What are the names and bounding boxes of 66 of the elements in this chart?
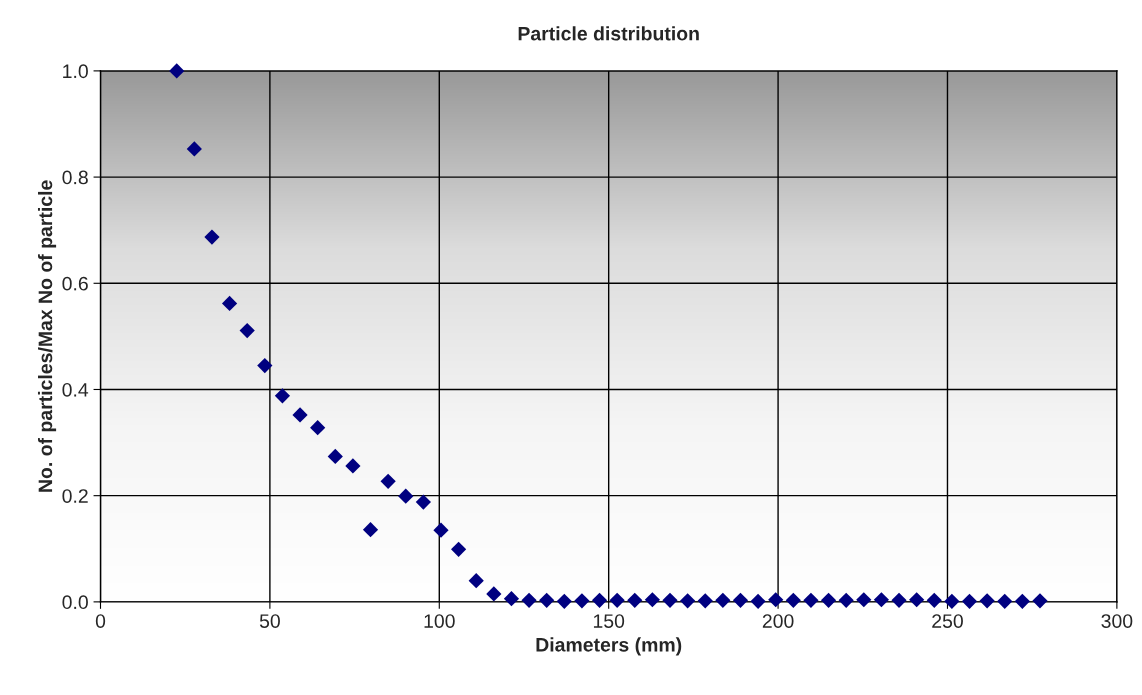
point xyxy=(680,593,696,609)
point xyxy=(909,592,925,608)
y-tick-label: 0.0 xyxy=(62,595,88,610)
point xyxy=(715,592,731,608)
point xyxy=(997,593,1013,609)
point xyxy=(926,592,942,608)
point xyxy=(380,473,396,489)
point xyxy=(1014,593,1030,609)
point xyxy=(327,448,343,464)
y-tick-label: 1.0 xyxy=(63,64,88,79)
point xyxy=(450,541,467,557)
x-tick-label: 200 xyxy=(762,614,794,628)
point xyxy=(732,592,749,608)
y-tick-label: 0.2 xyxy=(62,489,88,503)
point xyxy=(521,592,537,608)
point xyxy=(345,458,361,474)
point xyxy=(662,592,678,608)
point xyxy=(433,522,449,538)
point xyxy=(697,593,713,609)
y-tick-label: 0.6 xyxy=(62,276,88,291)
point xyxy=(362,522,379,538)
point xyxy=(1032,593,1048,609)
point xyxy=(310,420,326,436)
point xyxy=(591,592,608,608)
point xyxy=(961,593,978,609)
point xyxy=(768,592,784,608)
point xyxy=(204,229,220,245)
point xyxy=(556,593,572,609)
point xyxy=(750,593,766,609)
point xyxy=(186,141,202,157)
point xyxy=(486,586,502,602)
x-tick-label: 100 xyxy=(424,614,455,628)
point xyxy=(838,592,854,608)
point xyxy=(820,592,837,608)
chart-title: Particle distribution xyxy=(518,26,699,41)
point xyxy=(239,322,255,339)
point xyxy=(274,388,291,404)
point xyxy=(398,488,414,504)
x-tick-label: 0 xyxy=(95,614,106,628)
point xyxy=(627,592,643,608)
x-tick-label: 150 xyxy=(593,614,625,628)
point xyxy=(785,592,801,608)
x-tick-label: 250 xyxy=(932,614,963,628)
x-axis-title: Diameters (mm) xyxy=(536,637,682,656)
point xyxy=(891,592,907,608)
x-tick-label: 300 xyxy=(1101,614,1133,628)
point xyxy=(415,494,431,510)
point xyxy=(803,592,819,608)
point xyxy=(873,592,890,608)
point xyxy=(609,592,625,608)
point xyxy=(292,407,308,423)
point xyxy=(257,357,273,374)
point xyxy=(944,593,960,609)
y-axis-title: No. of particles/Max No of particle xyxy=(37,180,57,492)
point xyxy=(979,593,995,609)
x-tick-label: 50 xyxy=(259,614,280,628)
y-tick-label: 0.8 xyxy=(62,170,88,185)
point xyxy=(221,295,238,312)
point xyxy=(169,63,185,79)
point xyxy=(856,592,872,608)
point xyxy=(539,592,555,608)
point xyxy=(574,593,590,609)
point xyxy=(468,573,484,589)
point xyxy=(503,591,520,607)
y-tick-label: 0.4 xyxy=(62,382,89,397)
point xyxy=(644,592,660,608)
